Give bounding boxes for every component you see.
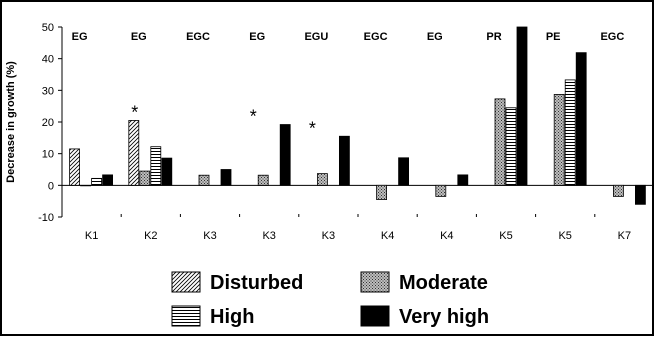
- x-tick-label: K2: [144, 230, 157, 242]
- x-tick-label: K5: [558, 230, 571, 242]
- legend-label: High: [210, 306, 254, 328]
- bar-moderate: [376, 184, 388, 200]
- legend-label: Very high: [399, 306, 489, 328]
- bar-moderate: [257, 174, 269, 186]
- bar-moderate: [435, 184, 447, 197]
- bar-moderate: [80, 184, 91, 187]
- y-tick-label: 40: [42, 54, 54, 66]
- legend-swatch-high: [171, 305, 201, 327]
- bar-high: [91, 177, 102, 186]
- y-tick-label: 20: [42, 117, 54, 129]
- y-tick-label: 50: [42, 22, 54, 34]
- x-tick-label: K7: [618, 230, 631, 242]
- legend-swatch-disturbed: [171, 271, 201, 293]
- bar-high: [564, 79, 576, 186]
- group-top-label: EGU: [304, 31, 328, 43]
- bar-very-high: [279, 124, 291, 186]
- group-top-label: EGC: [186, 31, 210, 43]
- bar-disturbed: [128, 120, 140, 186]
- bar-very-high: [398, 157, 410, 186]
- legend-swatch-very-high: [360, 305, 390, 327]
- y-tick-label: 30: [42, 85, 54, 97]
- bar-moderate: [613, 184, 624, 197]
- y-tick-label: -10: [38, 212, 54, 224]
- significance-asterisk: *: [250, 107, 257, 127]
- legend-label: Disturbed: [210, 272, 303, 294]
- x-tick-label: K3: [322, 230, 335, 242]
- group-top-label: EG: [249, 31, 265, 43]
- y-axis-title: Decrease in growth (%): [5, 61, 17, 183]
- bar-moderate: [198, 174, 210, 186]
- bar-moderate: [553, 94, 565, 186]
- plot-area: 50 40 30 20 10 0 -10 Decrease in growth (%) K1 EG…: [5, 22, 654, 242]
- bar-moderate: [494, 98, 506, 186]
- x-tick-label: K5: [499, 230, 512, 242]
- bar-very-high: [635, 184, 646, 205]
- y-tick-label: 0: [48, 180, 54, 192]
- x-tick-label: K4: [440, 230, 453, 242]
- bar-very-high: [161, 157, 173, 186]
- y-tick-label: 10: [42, 149, 54, 161]
- bar-very-high: [516, 26, 528, 186]
- bar-disturbed: [69, 148, 80, 186]
- group-top-label: EGC: [600, 31, 624, 43]
- bar-moderate: [316, 173, 328, 186]
- group-top-label: PE: [546, 31, 561, 43]
- group-top-label: EG: [131, 31, 147, 43]
- bar-very-high: [220, 169, 232, 186]
- x-tick-label: K1: [85, 230, 98, 242]
- x-tick-label: K3: [203, 230, 216, 242]
- significance-asterisk: *: [131, 102, 138, 122]
- group-top-label: PR: [486, 31, 501, 43]
- group-top-label: EGC: [364, 31, 388, 43]
- bar-high: [505, 107, 517, 186]
- bar-moderate: [139, 170, 151, 186]
- bar-very-high: [457, 174, 469, 186]
- legend-swatch-moderate: [360, 271, 390, 293]
- significance-asterisk: *: [309, 118, 316, 138]
- group-top-label: EG: [427, 31, 443, 43]
- legend: Disturbed Moderate High Very high: [171, 271, 489, 328]
- group-top-label: EG: [72, 31, 88, 43]
- bar-very-high: [338, 135, 350, 186]
- legend-label: Moderate: [399, 272, 488, 294]
- bar-high: [150, 146, 162, 186]
- x-tick-label: K4: [381, 230, 394, 242]
- bar-very-high: [102, 174, 113, 186]
- x-tick-label: K3: [262, 230, 275, 242]
- bar-very-high: [575, 52, 587, 186]
